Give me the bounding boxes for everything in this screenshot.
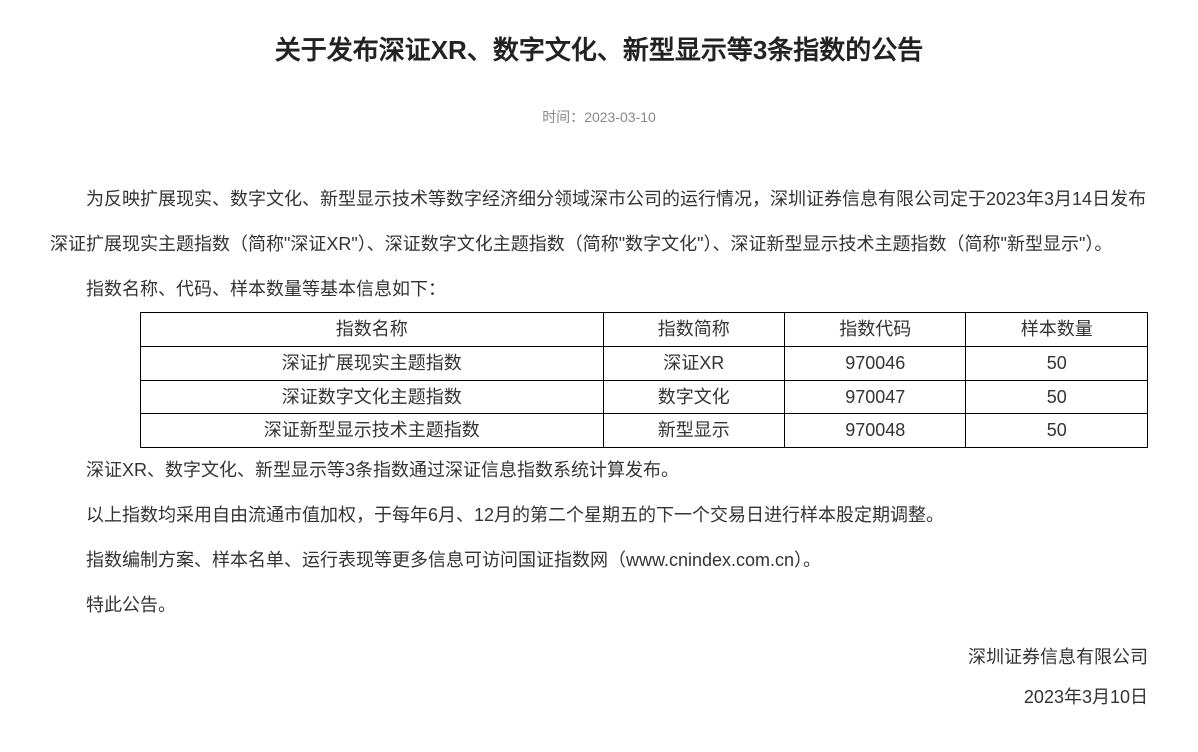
table-row: 深证数字文化主题指数 数字文化 970047 50 bbox=[141, 380, 1148, 414]
table-row: 深证新型显示技术主题指数 新型显示 970048 50 bbox=[141, 414, 1148, 448]
time-label: 时间： bbox=[542, 109, 584, 125]
page-title: 关于发布深证XR、数字文化、新型显示等3条指数的公告 bbox=[50, 30, 1148, 67]
cell-name: 深证扩展现实主题指数 bbox=[141, 346, 604, 380]
cell-code: 970046 bbox=[785, 346, 966, 380]
paragraph-1: 为反映扩展现实、数字文化、新型显示技术等数字经济细分领域深市公司的运行情况，深圳… bbox=[50, 177, 1148, 267]
time-value: 2023-03-10 bbox=[584, 109, 656, 125]
paragraph-4: 以上指数均采用自由流通市值加权，于每年6月、12月的第二个星期五的下一个交易日进… bbox=[50, 493, 1148, 538]
cell-count: 50 bbox=[966, 346, 1148, 380]
signature-date: 2023年3月10日 bbox=[50, 678, 1148, 718]
table-header-short: 指数简称 bbox=[603, 313, 784, 347]
cell-short: 新型显示 bbox=[603, 414, 784, 448]
cell-code: 970047 bbox=[785, 380, 966, 414]
paragraph-6: 特此公告。 bbox=[50, 583, 1148, 628]
paragraph-3: 深证XR、数字文化、新型显示等3条指数通过深证信息指数系统计算发布。 bbox=[50, 448, 1148, 493]
cell-code: 970048 bbox=[785, 414, 966, 448]
signature-block: 深圳证券信息有限公司 2023年3月10日 bbox=[50, 638, 1148, 717]
table-header-count: 样本数量 bbox=[966, 313, 1148, 347]
signature-org: 深圳证券信息有限公司 bbox=[50, 638, 1148, 678]
table-header-row: 指数名称 指数简称 指数代码 样本数量 bbox=[141, 313, 1148, 347]
paragraph-5: 指数编制方案、样本名单、运行表现等更多信息可访问国证指数网（www.cninde… bbox=[50, 538, 1148, 583]
cell-count: 50 bbox=[966, 414, 1148, 448]
cell-name: 深证数字文化主题指数 bbox=[141, 380, 604, 414]
cell-short: 数字文化 bbox=[603, 380, 784, 414]
cell-count: 50 bbox=[966, 380, 1148, 414]
cell-name: 深证新型显示技术主题指数 bbox=[141, 414, 604, 448]
index-table: 指数名称 指数简称 指数代码 样本数量 深证扩展现实主题指数 深证XR 9700… bbox=[140, 312, 1148, 448]
meta-time: 时间：2023-03-10 bbox=[50, 107, 1148, 127]
table-header-name: 指数名称 bbox=[141, 313, 604, 347]
table-row: 深证扩展现实主题指数 深证XR 970046 50 bbox=[141, 346, 1148, 380]
cell-short: 深证XR bbox=[603, 346, 784, 380]
paragraph-2: 指数名称、代码、样本数量等基本信息如下： bbox=[50, 267, 1148, 312]
table-header-code: 指数代码 bbox=[785, 313, 966, 347]
content-body: 为反映扩展现实、数字文化、新型显示技术等数字经济细分领域深市公司的运行情况，深圳… bbox=[50, 177, 1148, 717]
